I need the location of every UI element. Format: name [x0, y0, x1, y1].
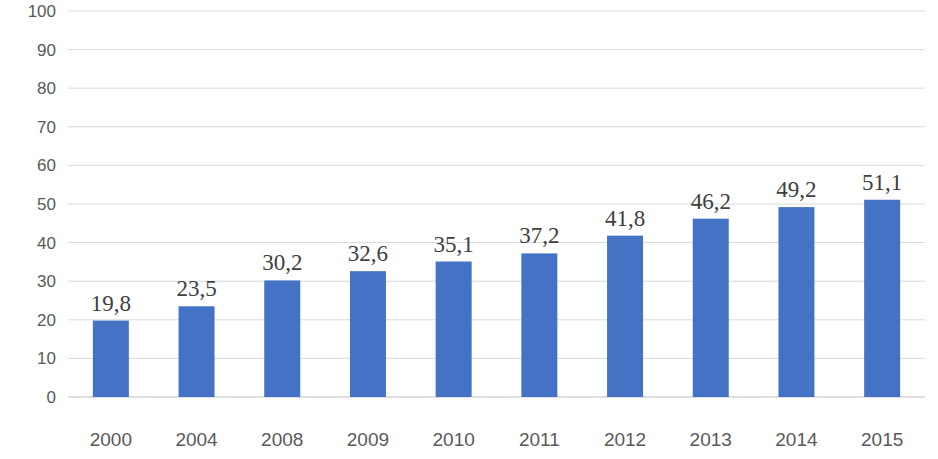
data-label: 32,6: [348, 241, 388, 266]
data-label: 23,5: [176, 276, 216, 301]
x-tick-label: 2011: [519, 429, 560, 450]
x-axis: 2000 2004 2008 2009 2010 2011 2012 2013 2014 2015: [90, 429, 904, 450]
y-tick-label: 30: [37, 272, 56, 291]
data-labels: 19,8 23,5 30,2 32,6 35,1 37,2 41,8 46,2 49,2 51,1: [91, 170, 903, 316]
grid-line: [68, 49, 925, 50]
bar: [778, 207, 814, 397]
data-label: 41,8: [605, 206, 645, 231]
y-tick-label: 10: [37, 349, 56, 368]
x-tick-label: 2004: [175, 429, 218, 450]
data-label: 30,2: [262, 250, 302, 275]
x-tick-label: 2014: [775, 429, 818, 450]
y-tick-label: 90: [37, 41, 56, 60]
bar: [264, 280, 300, 397]
data-label: 46,2: [691, 189, 731, 214]
data-label: 37,2: [519, 223, 559, 248]
bar: [436, 262, 472, 397]
y-tick-label: 0: [47, 388, 56, 407]
x-tick-label: 2009: [347, 429, 389, 450]
bars: [93, 200, 900, 397]
grid-line: [68, 88, 925, 89]
y-tick-label: 80: [37, 79, 56, 98]
x-tick-label: 2012: [604, 429, 646, 450]
x-tick-label: 2010: [433, 429, 475, 450]
x-tick-label: 2013: [690, 429, 732, 450]
bar: [521, 253, 557, 397]
bar: [350, 271, 386, 397]
y-tick-label: 40: [37, 234, 56, 253]
grid-line: [68, 11, 925, 12]
y-tick-label: 60: [37, 156, 56, 175]
data-label: 49,2: [776, 177, 816, 202]
grid-line: [68, 204, 925, 205]
bar: [179, 306, 215, 397]
grid-line: [68, 126, 925, 127]
x-tick-label: 2008: [261, 429, 303, 450]
chart-svg: 0 10 20 30 40 50 60 70 80 90 100 19,8 23,5 30,2 32,6 35…: [0, 0, 938, 459]
bar: [693, 219, 729, 397]
bar: [607, 236, 643, 397]
data-label: 19,8: [91, 291, 131, 316]
grid-line: [68, 165, 925, 166]
y-tick-label: 100: [28, 2, 56, 21]
x-tick-label: 2015: [861, 429, 903, 450]
bar: [864, 200, 900, 397]
bar: [93, 321, 129, 397]
x-tick-label: 2000: [90, 429, 132, 450]
chart-container: 0 10 20 30 40 50 60 70 80 90 100 19,8 23,5 30,2 32,6 35…: [0, 0, 938, 459]
y-tick-label: 50: [37, 195, 56, 214]
y-tick-label: 20: [37, 311, 56, 330]
data-label: 35,1: [434, 232, 474, 257]
y-axis: 0 10 20 30 40 50 60 70 80 90 100: [28, 2, 925, 407]
y-tick-label: 70: [37, 118, 56, 137]
data-label: 51,1: [862, 170, 902, 195]
